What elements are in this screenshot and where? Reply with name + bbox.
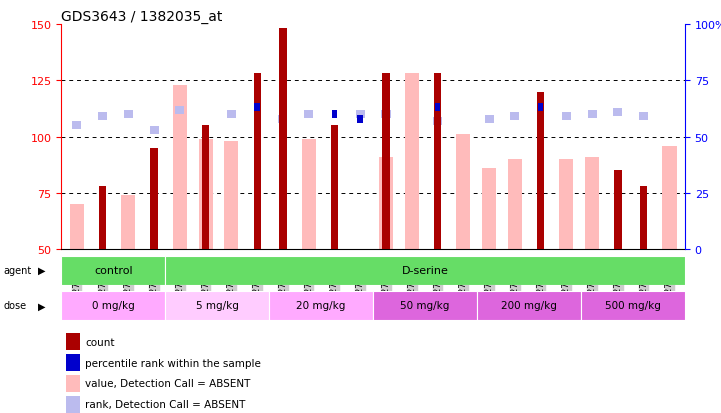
Bar	[435, 104, 441, 112]
Text: dose: dose	[4, 301, 27, 311]
Bar	[373, 291, 477, 320]
Bar	[588, 111, 597, 119]
Bar	[304, 111, 313, 119]
Bar	[332, 111, 337, 119]
Bar	[173, 85, 187, 250]
Bar	[404, 74, 419, 250]
Bar	[165, 256, 685, 285]
Bar	[537, 93, 544, 250]
Text: GDS3643 / 1382035_at: GDS3643 / 1382035_at	[61, 10, 223, 24]
Bar	[70, 205, 84, 250]
Bar	[151, 149, 158, 250]
Bar	[559, 160, 573, 250]
Bar	[331, 126, 338, 250]
Bar	[61, 291, 165, 320]
Bar	[121, 196, 136, 250]
Bar	[640, 187, 647, 250]
Bar	[663, 146, 676, 250]
Text: rank, Detection Call = ABSENT: rank, Detection Call = ABSENT	[85, 399, 245, 409]
Bar	[508, 160, 522, 250]
Bar	[149, 127, 159, 135]
Bar	[224, 142, 239, 250]
Bar	[66, 375, 80, 392]
Text: value, Detection Call = ABSENT: value, Detection Call = ABSENT	[85, 379, 250, 389]
Text: agent: agent	[4, 266, 32, 275]
Bar	[510, 113, 519, 121]
Bar	[381, 111, 391, 119]
Bar	[66, 396, 80, 413]
Bar	[355, 111, 365, 119]
Bar	[379, 158, 393, 250]
Bar	[198, 140, 213, 250]
Bar	[485, 115, 494, 123]
Bar	[640, 113, 648, 121]
Text: 5 mg/kg: 5 mg/kg	[196, 301, 239, 311]
Bar	[175, 107, 185, 114]
Bar	[255, 104, 260, 112]
Text: control: control	[94, 266, 133, 275]
Bar	[562, 113, 571, 121]
Bar	[614, 109, 622, 116]
Bar	[382, 74, 389, 250]
Bar	[98, 113, 107, 121]
Bar	[202, 126, 209, 250]
Text: 500 mg/kg: 500 mg/kg	[605, 301, 661, 311]
Bar	[538, 104, 544, 112]
Bar	[99, 187, 106, 250]
Text: D-serine: D-serine	[402, 266, 448, 275]
Bar	[66, 333, 80, 351]
Bar	[124, 111, 133, 119]
Text: percentile rank within the sample: percentile rank within the sample	[85, 358, 261, 368]
Text: 0 mg/kg: 0 mg/kg	[92, 301, 135, 311]
Text: 20 mg/kg: 20 mg/kg	[296, 301, 346, 311]
Bar	[585, 158, 599, 250]
Text: count: count	[85, 337, 115, 347]
Bar	[301, 140, 316, 250]
Bar	[278, 115, 288, 123]
Bar	[433, 118, 442, 126]
Text: 200 mg/kg: 200 mg/kg	[501, 301, 557, 311]
Bar	[614, 171, 622, 250]
Bar	[456, 135, 470, 250]
Bar	[279, 29, 286, 250]
Text: ▶: ▶	[37, 301, 45, 311]
Bar	[477, 291, 581, 320]
Bar	[434, 74, 441, 250]
Bar	[66, 354, 80, 371]
Bar	[72, 122, 81, 130]
Bar	[61, 256, 165, 285]
Bar	[269, 291, 373, 320]
Bar	[581, 291, 685, 320]
Bar	[165, 291, 269, 320]
Bar	[482, 169, 496, 250]
Text: 50 mg/kg: 50 mg/kg	[400, 301, 450, 311]
Bar	[358, 115, 363, 123]
Bar	[227, 111, 236, 119]
Text: ▶: ▶	[37, 266, 45, 275]
Bar	[254, 74, 261, 250]
